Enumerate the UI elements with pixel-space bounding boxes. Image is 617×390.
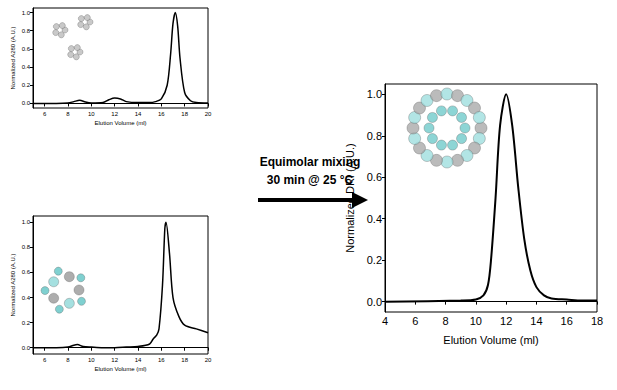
svg-text:10: 10: [88, 111, 95, 117]
svg-text:0.0: 0.0: [367, 296, 382, 308]
svg-text:6: 6: [412, 315, 418, 327]
svg-text:30 min @ 25 °C: 30 min @ 25 °C: [267, 173, 354, 187]
svg-text:14: 14: [135, 357, 142, 363]
svg-text:14: 14: [135, 111, 142, 117]
svg-text:Normalized A280 (A.U.): Normalized A280 (A.U.): [10, 26, 16, 89]
svg-text:8: 8: [443, 315, 449, 327]
svg-text:10: 10: [470, 315, 482, 327]
svg-text:16: 16: [561, 315, 573, 327]
svg-text:20: 20: [205, 111, 212, 117]
svg-text:1.0: 1.0: [22, 10, 31, 16]
svg-text:14: 14: [530, 315, 542, 327]
svg-text:0.4: 0.4: [367, 213, 382, 225]
svg-text:0.6: 0.6: [22, 46, 31, 52]
svg-text:0.4: 0.4: [22, 64, 31, 70]
svg-text:8: 8: [66, 111, 70, 117]
svg-text:6: 6: [43, 111, 47, 117]
svg-text:0.2: 0.2: [367, 254, 382, 266]
svg-text:6: 6: [43, 357, 47, 363]
svg-text:0.0: 0.0: [22, 100, 31, 106]
svg-text:0.8: 0.8: [367, 130, 382, 142]
svg-text:18: 18: [181, 111, 188, 117]
svg-text:1.0: 1.0: [22, 219, 31, 225]
svg-text:0.8: 0.8: [22, 244, 31, 250]
svg-text:16: 16: [158, 357, 165, 363]
svg-text:20: 20: [205, 357, 212, 363]
svg-text:12: 12: [500, 315, 512, 327]
svg-text:12: 12: [111, 357, 118, 363]
svg-text:0.2: 0.2: [22, 320, 31, 326]
svg-text:18: 18: [591, 315, 603, 327]
svg-text:Elution Volume (ml): Elution Volume (ml): [94, 366, 146, 372]
svg-text:Equimolar mixing: Equimolar mixing: [260, 155, 361, 169]
svg-text:0.6: 0.6: [22, 269, 31, 275]
svg-text:0.2: 0.2: [22, 82, 31, 88]
svg-text:12: 12: [111, 111, 118, 117]
svg-text:0.4: 0.4: [22, 295, 31, 301]
svg-text:Elution Volume (ml): Elution Volume (ml): [94, 120, 146, 126]
svg-text:Normalized A280 (A.U.): Normalized A280 (A.U.): [10, 253, 16, 316]
svg-text:Elution Volume (ml): Elution Volume (ml): [443, 334, 538, 346]
svg-text:0.0: 0.0: [22, 345, 31, 351]
svg-text:16: 16: [158, 111, 165, 117]
svg-text:0.6: 0.6: [367, 171, 382, 183]
svg-text:10: 10: [88, 357, 95, 363]
svg-text:0.8: 0.8: [22, 28, 31, 34]
svg-text:18: 18: [181, 357, 188, 363]
svg-text:1.0: 1.0: [367, 88, 382, 100]
svg-text:4: 4: [382, 315, 388, 327]
svg-text:8: 8: [66, 357, 70, 363]
